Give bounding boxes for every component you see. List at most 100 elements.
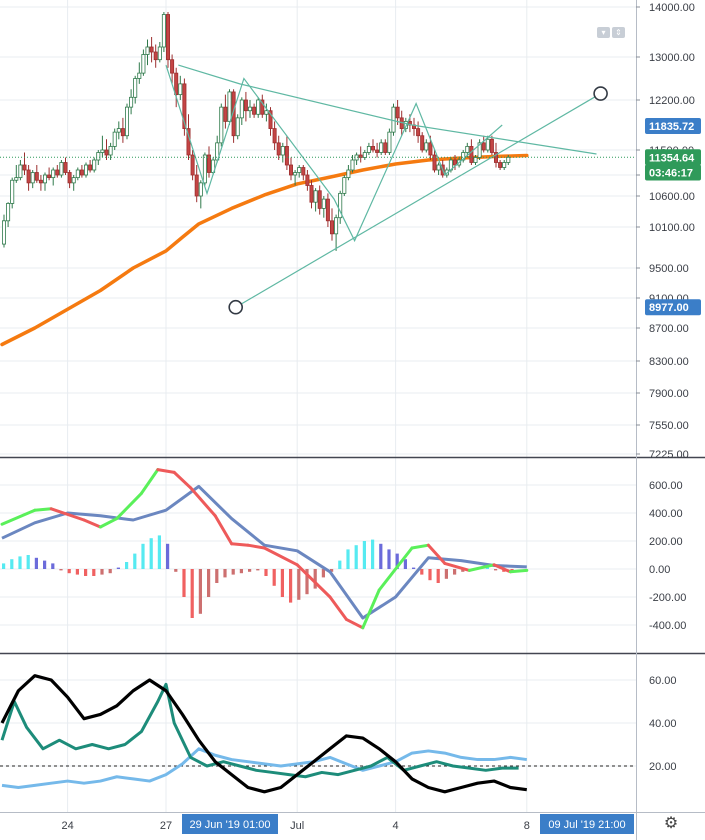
candle <box>96 150 101 165</box>
signal-line-segment <box>443 561 471 572</box>
candle-body <box>416 128 421 137</box>
candle-body <box>403 121 408 129</box>
candle <box>317 185 322 215</box>
candle <box>75 167 80 181</box>
candle-body <box>473 157 478 163</box>
candle-body <box>370 146 375 151</box>
macd-histogram-bar <box>141 543 145 569</box>
macd-histogram-bar <box>239 569 243 574</box>
price-axis-label: 12200.00 <box>649 95 695 107</box>
candle-body <box>178 83 183 96</box>
candle-body <box>346 169 351 179</box>
candle <box>272 121 277 150</box>
candle-body <box>79 169 84 176</box>
signal-line-segment <box>189 486 217 518</box>
candle <box>489 135 494 155</box>
candle-body <box>239 99 244 119</box>
candle <box>34 165 39 183</box>
price-label-text: 8977.00 <box>649 302 689 314</box>
candle-body <box>59 162 64 176</box>
macd-histogram-bar <box>461 569 465 572</box>
macd-axis-label: -400.00 <box>649 620 686 632</box>
candle-body <box>334 217 339 235</box>
candle <box>342 175 347 196</box>
macd-histogram-bar <box>59 569 63 571</box>
pane-down-button[interactable]: ▾ <box>597 27 610 38</box>
candle-body <box>22 164 27 171</box>
candle-body <box>252 106 257 115</box>
candle <box>194 165 199 203</box>
macd-axis-label: -200.00 <box>649 592 686 604</box>
candle-body <box>133 78 138 98</box>
macd-histogram-bar <box>444 569 448 579</box>
macd-histogram-bar <box>149 538 153 569</box>
macd-histogram-bar <box>84 569 88 576</box>
candle-body <box>194 174 199 197</box>
candle-body <box>268 110 273 129</box>
macd-histogram-bar <box>116 567 120 569</box>
candle-body <box>51 169 56 179</box>
pane-maximize-button[interactable]: ⇕ <box>612 27 625 38</box>
time-axis-label: 27 <box>160 820 172 832</box>
candle-body <box>424 142 429 151</box>
candle-body <box>293 172 298 176</box>
candle <box>157 42 162 63</box>
pane-controls: ▾ ⇕ <box>597 27 625 38</box>
candle <box>370 139 375 153</box>
candle <box>38 175 43 191</box>
signal-line-segment <box>213 514 234 546</box>
macd-histogram-bar <box>412 567 416 569</box>
signal-line-segment <box>49 507 86 522</box>
candle <box>18 160 23 181</box>
price-label-11835.72: 11835.72 <box>645 118 701 135</box>
macd-histogram-bar <box>379 543 383 569</box>
signal-line-segment <box>139 468 160 495</box>
candle <box>84 162 89 178</box>
settings-gear-icon[interactable]: ⚙ <box>663 815 679 832</box>
candle-body <box>489 138 494 153</box>
candle <box>88 160 93 173</box>
macd-histogram-bar <box>26 555 30 569</box>
time-axis-label: Jul <box>290 820 304 832</box>
candle-body <box>174 72 179 96</box>
macd-histogram-bar <box>182 569 186 597</box>
end-time-text: 09 Jul '19 21:00 <box>548 819 625 831</box>
time-axis: 24 27 Jul 4 8 29 Jun '19 01:00 09 Jul '19 21:0… <box>61 814 634 834</box>
macd-histogram-bar <box>34 557 38 569</box>
macd-histogram-bar <box>313 569 317 589</box>
price-axis-label: 10600.00 <box>649 191 695 203</box>
price-label-text: 03:46:17 <box>649 168 693 180</box>
candle-body <box>43 174 48 184</box>
candle-body <box>493 152 498 163</box>
signal-line-segment <box>98 517 119 529</box>
candle-body <box>379 142 384 153</box>
price-axis-label: 14000.00 <box>649 2 695 14</box>
dmi-pane: 60.00 40.00 20.00 <box>0 674 677 794</box>
signal-line-segment <box>410 543 430 550</box>
signal-line-segment <box>467 563 496 572</box>
candle <box>498 160 503 170</box>
macd-histogram-bar <box>248 569 252 572</box>
signal-line-segment <box>33 507 53 512</box>
macd-histogram-bar <box>133 553 137 569</box>
candle <box>22 152 27 175</box>
candle-body <box>325 198 330 222</box>
candle-body <box>10 179 15 204</box>
candle-body <box>116 128 121 133</box>
candle <box>231 89 236 143</box>
macd-histogram-bar <box>43 560 47 569</box>
macd-pane: 600.00 400.00 200.00 0.00 -200.00 -400.00 <box>0 468 686 632</box>
macd-histogram-bar <box>215 569 219 583</box>
candle-body <box>157 46 162 61</box>
price-label-badge <box>645 299 701 316</box>
macd-histogram-bar <box>256 569 260 571</box>
macd-histogram-bar <box>67 569 71 574</box>
candle <box>338 190 343 224</box>
dmi-axis-label: 40.00 <box>649 718 677 730</box>
candle <box>153 44 158 68</box>
candle-body <box>206 154 211 173</box>
candle <box>436 162 441 175</box>
candle-body <box>198 182 203 197</box>
candle <box>202 152 207 186</box>
